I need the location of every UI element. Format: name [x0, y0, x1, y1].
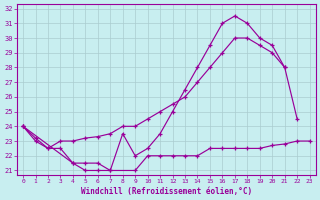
X-axis label: Windchill (Refroidissement éolien,°C): Windchill (Refroidissement éolien,°C): [81, 187, 252, 196]
